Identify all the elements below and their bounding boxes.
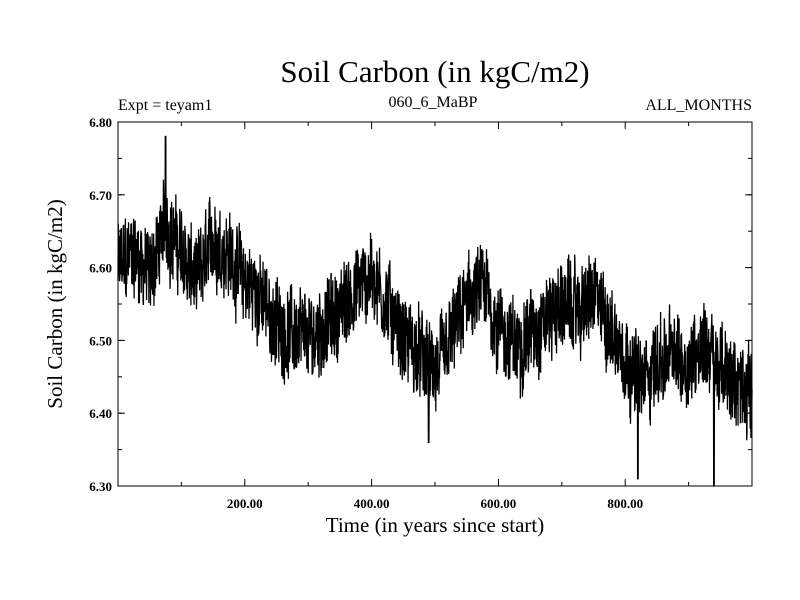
y-tick-label: 6.60 [89, 261, 112, 276]
x-tick-label: 600.00 [481, 496, 517, 511]
series-line-soil-carbon [117, 135, 753, 487]
y-tick-label: 6.80 [89, 115, 112, 130]
chart-title: Soil Carbon (in kgC/m2) [280, 54, 589, 89]
tick-layer: 6.30 6.40 6.50 6.60 6.70 6.80 200.00 400.00 600.… [89, 115, 752, 511]
x-tick-label: 400.00 [354, 496, 390, 511]
subtitle-months: ALL_MONTHS [645, 97, 752, 114]
x-tick-label: 800.00 [607, 496, 643, 511]
y-tick-label: 6.70 [89, 188, 112, 203]
y-tick-label: 6.40 [89, 406, 112, 421]
y-tick-label: 6.50 [89, 333, 112, 348]
subtitle-period: 060_6_MaBP [389, 94, 478, 111]
x-axis-label: Time (in years since start) [326, 513, 545, 537]
x-tick-label: 200.00 [227, 496, 263, 511]
y-tick-label: 6.30 [89, 479, 112, 494]
subtitle-experiment: Expt = teyam1 [118, 97, 212, 114]
series-layer [117, 135, 753, 487]
plot-frame [117, 121, 753, 487]
y-axis-label: Soil Carbon (in kgC/m2) [43, 199, 67, 408]
